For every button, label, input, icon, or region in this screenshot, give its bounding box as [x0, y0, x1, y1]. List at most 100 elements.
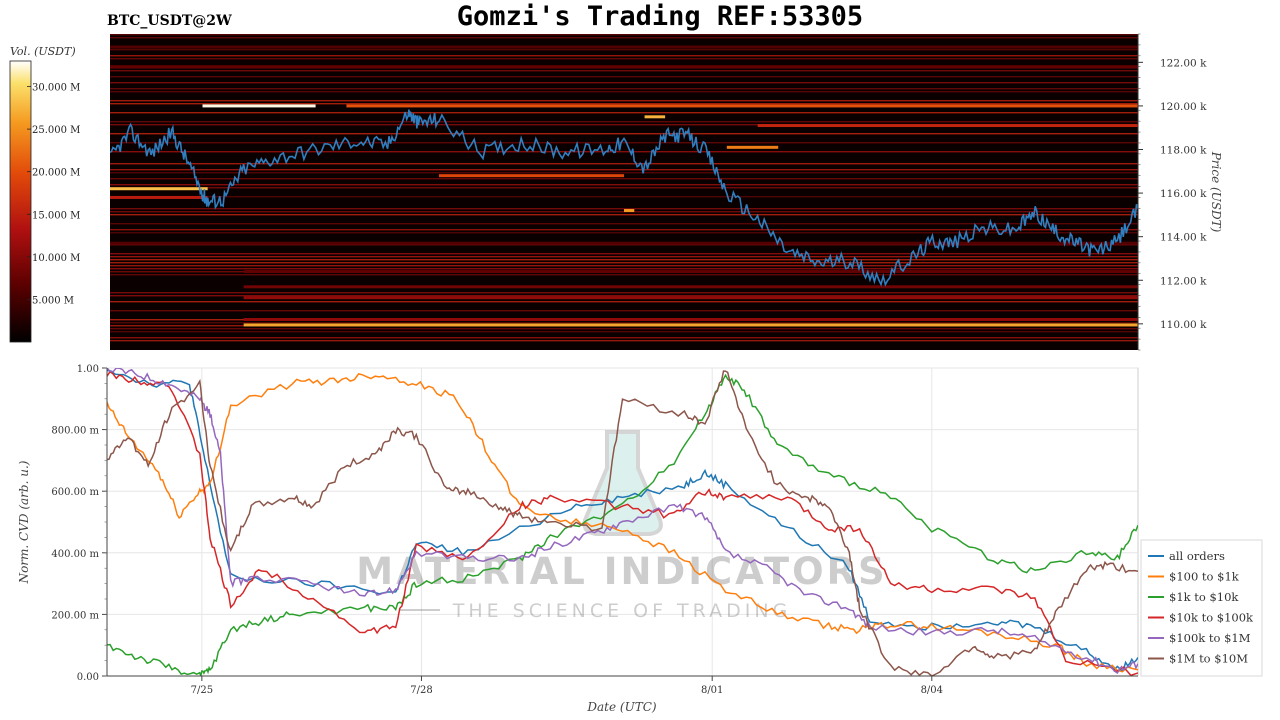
cvd-x-axis-label: Date (UTC) [586, 700, 656, 714]
legend-label: $1M to $10M [1169, 652, 1248, 666]
pair-label: BTC_USDT@2W [107, 13, 232, 29]
heatmap-band [110, 259, 1138, 261]
heatmap-band [110, 268, 1138, 270]
legend-items: all orders $100 to $1k $1k to $10k $10k to … [1148, 549, 1254, 666]
heatmap-level [110, 65, 1138, 69]
heatmap-band [110, 49, 1138, 51]
heatmap-band [110, 178, 1138, 180]
heatmap-background [110, 34, 1138, 350]
heatmap-band [110, 133, 1138, 135]
legend-label: all orders [1169, 549, 1225, 563]
cvd-series-line [107, 369, 1138, 672]
watermark-subtitle: THE SCIENCE OF TRADING [452, 600, 792, 622]
heatmap-band [110, 103, 1138, 105]
cvd-series-lines [107, 368, 1138, 676]
heatmap-band [110, 169, 1138, 171]
heatmap-band [110, 88, 1138, 90]
heatmap-band [110, 337, 1138, 339]
colorbar-tick-label: 15.000 M [32, 210, 80, 221]
heatmap-band [110, 274, 1138, 276]
heatmap-level [346, 104, 1138, 108]
heatmap-band [110, 301, 1138, 303]
cvd-x-tick-label: 8/04 [921, 685, 943, 696]
heatmap-bands [110, 34, 1138, 342]
colorbar-tick-label: 25.000 M [32, 125, 80, 136]
heatmap-level [110, 187, 208, 191]
cvd-y-tick-label: 1.00 [77, 364, 99, 375]
heatmap-band [110, 55, 1138, 57]
legend: all orders $100 to $1k $1k to $10k $10k to … [1140, 539, 1263, 677]
heatmap-band [110, 37, 1138, 39]
heatmap-level [243, 323, 1138, 327]
cvd-y-tick-label: 600.00 m [51, 487, 99, 498]
legend-label: $1k to $10k [1169, 590, 1239, 604]
heatmap-level [110, 45, 1138, 49]
heatmap-band [110, 331, 1138, 333]
colorbar-ticks: 5.000 M 10.000 M 15.000 M 20.000 M 25.000 M 3… [27, 83, 80, 306]
watermark-title: MATERIAL INDICATORS [356, 550, 887, 593]
cvd-x-tick-label: 7/28 [410, 685, 432, 696]
heatmap-level [243, 270, 1138, 274]
heatmap-level [757, 124, 1138, 128]
heatmap-panel: 110.00 k 112.00 k 114.00 k 116.00 k 118.00 k… [110, 33, 1223, 351]
cvd-y-axis-label: Norm. CVD (arb. u.) [17, 460, 31, 584]
heatmap-band [110, 340, 1138, 342]
heatmap-band [110, 322, 1138, 324]
colorbar-tick-label: 5.000 M [32, 295, 74, 306]
heatmap-band [110, 112, 1138, 114]
heatmap-band [110, 262, 1138, 264]
heatmap-band [110, 187, 1138, 189]
heatmap-level [726, 145, 779, 149]
price-tick-label: 116.00 k [1160, 188, 1207, 200]
heatmap-band [110, 58, 1138, 60]
cvd-series-line [107, 370, 1138, 676]
cvd-x-axis-ticks: 7/25 7/28 8/01 8/04 [107, 675, 1138, 696]
heatmap-band [110, 265, 1138, 267]
colorbar-tick-label: 10.000 M [32, 253, 80, 264]
heatmap-band [110, 70, 1138, 72]
volume-colorbar: Vol. (USDT) 5.000 M 10.000 M 15.000 M 20.00… [9, 45, 80, 343]
heatmap-band [110, 223, 1138, 225]
heatmap-band [110, 196, 1138, 198]
cvd-series-line [107, 368, 1138, 675]
heatmap-band [110, 214, 1138, 216]
heatmap-level [243, 285, 1138, 289]
heatmap-level [110, 241, 1138, 245]
heatmap-band [110, 229, 1138, 231]
legend-box [1140, 539, 1263, 677]
colorbar-gradient [9, 60, 32, 343]
cvd-y-tick-label: 200.00 m [51, 610, 99, 621]
heatmap-band [110, 184, 1138, 186]
heatmap-band [110, 76, 1138, 78]
heatmap-band [110, 151, 1138, 153]
heatmap-band [110, 232, 1138, 234]
heatmap-band [110, 328, 1138, 330]
heatmap-band [110, 292, 1138, 294]
heatmap-level [243, 317, 1138, 321]
heatmap-band [110, 124, 1138, 126]
price-axis-ticks: 110.00 k 112.00 k 114.00 k 116.00 k 118.00 k… [1138, 33, 1207, 351]
cvd-y-axis-ticks: 0.00 200.00 m 400.00 m 600.00 m 800.00 m 1.00 [51, 364, 108, 683]
cvd-x-tick-label: 7/25 [191, 685, 213, 696]
cvd-x-tick-label: 8/01 [701, 685, 723, 696]
heatmap-band [110, 82, 1138, 84]
heatmap-band [110, 253, 1138, 255]
heatmap-band [110, 163, 1138, 165]
cvd-series-line [107, 373, 1138, 673]
heatmap-level [243, 296, 1138, 300]
legend-label: $100k to $1M [1169, 631, 1251, 645]
heatmap-level [110, 195, 208, 199]
colorbar-label: Vol. (USDT) [10, 45, 76, 58]
heatmap-level [624, 209, 635, 213]
price-tick-label: 118.00 k [1160, 145, 1207, 157]
chart-title: Gomzi's Trading REF:53305 [457, 1, 863, 32]
heatmap-levels [110, 45, 1138, 327]
cvd-panel: MATERIAL INDICATORS THE SCIENCE OF TRADI… [17, 364, 1139, 714]
price-tick-label: 110.00 k [1160, 319, 1207, 331]
price-tick-label: 120.00 k [1160, 101, 1207, 113]
cvd-y-tick-label: 800.00 m [51, 426, 99, 437]
heatmap-band [110, 295, 1138, 297]
price-tick-label: 112.00 k [1160, 275, 1207, 287]
heatmap-band [110, 256, 1138, 258]
colorbar-tick-label: 30.000 M [32, 83, 80, 94]
